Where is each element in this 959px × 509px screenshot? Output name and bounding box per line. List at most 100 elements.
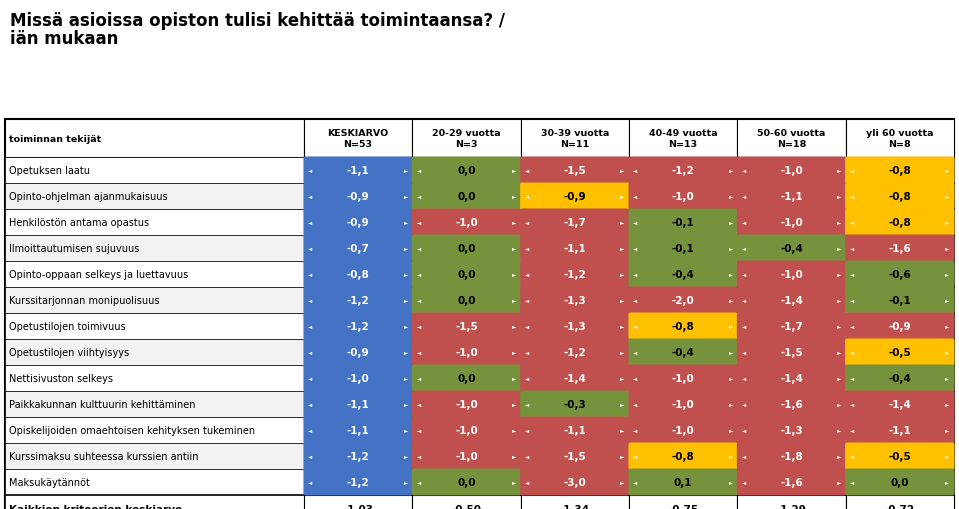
Bar [304, 262, 412, 288]
FancyBboxPatch shape [411, 157, 521, 184]
Bar [412, 210, 521, 236]
Text: ◄: ◄ [416, 454, 421, 459]
Text: -1,0: -1,0 [456, 217, 478, 228]
Text: -1,03: -1,03 [343, 504, 373, 509]
Text: ►: ► [404, 376, 408, 381]
Text: -0,8: -0,8 [347, 269, 369, 279]
Bar [737, 262, 846, 288]
FancyBboxPatch shape [737, 339, 846, 366]
Text: ◄: ◄ [633, 168, 638, 173]
FancyBboxPatch shape [303, 313, 412, 340]
FancyBboxPatch shape [520, 365, 629, 392]
FancyBboxPatch shape [303, 339, 412, 366]
Bar [629, 391, 737, 417]
Text: ◄: ◄ [741, 272, 746, 277]
Text: -1,6: -1,6 [888, 243, 911, 253]
Text: yli 60 vuotta
N=8: yli 60 vuotta N=8 [866, 129, 933, 149]
Text: ►: ► [837, 350, 841, 355]
Text: -1,2: -1,2 [347, 451, 369, 461]
Bar [5, 288, 304, 314]
Bar [304, 210, 412, 236]
Text: -1,5: -1,5 [456, 321, 478, 331]
FancyBboxPatch shape [520, 443, 629, 470]
Bar [304, 391, 412, 417]
Bar [5, 391, 304, 417]
Text: -0,5: -0,5 [888, 347, 911, 357]
Text: ►: ► [404, 479, 408, 485]
Bar [737, 120, 846, 158]
FancyBboxPatch shape [303, 209, 412, 236]
Text: 0,0: 0,0 [457, 269, 476, 279]
Text: ◄: ◄ [308, 220, 313, 225]
Bar [304, 288, 412, 314]
Bar [521, 314, 629, 340]
Text: -1,0: -1,0 [347, 373, 369, 383]
Bar [412, 340, 521, 365]
Text: 30-39 vuotta
N=11: 30-39 vuotta N=11 [541, 129, 609, 149]
Text: -1,3: -1,3 [564, 321, 586, 331]
Bar [412, 158, 521, 184]
Bar [412, 417, 521, 443]
Bar [5, 495, 954, 509]
Text: ►: ► [837, 194, 841, 199]
Text: ◄: ◄ [741, 194, 746, 199]
FancyBboxPatch shape [628, 469, 737, 496]
Bar [304, 340, 412, 365]
Text: ◄: ◄ [741, 402, 746, 407]
Text: -1,7: -1,7 [563, 217, 586, 228]
Bar [737, 365, 846, 391]
FancyBboxPatch shape [628, 391, 737, 418]
Text: ►: ► [512, 220, 516, 225]
FancyBboxPatch shape [411, 261, 521, 288]
Text: ►: ► [729, 454, 733, 459]
Text: -1,1: -1,1 [780, 191, 803, 202]
Text: ►: ► [729, 402, 733, 407]
Text: ◄: ◄ [633, 324, 638, 329]
Text: ◄: ◄ [416, 272, 421, 277]
Text: ►: ► [512, 350, 516, 355]
Text: -1,0: -1,0 [671, 425, 694, 435]
Bar [737, 391, 846, 417]
Bar [5, 120, 304, 158]
Text: ◄: ◄ [308, 168, 313, 173]
Text: -1,5: -1,5 [564, 165, 586, 176]
Text: ►: ► [946, 479, 949, 485]
Text: ◄: ◄ [850, 272, 854, 277]
Text: ◄: ◄ [850, 298, 854, 303]
Text: Nettisivuston selkeys: Nettisivuston selkeys [9, 373, 113, 383]
FancyBboxPatch shape [520, 235, 629, 262]
FancyBboxPatch shape [845, 209, 954, 236]
Bar [412, 391, 521, 417]
FancyBboxPatch shape [845, 287, 954, 314]
Bar [846, 417, 954, 443]
Text: 0,0: 0,0 [457, 165, 476, 176]
FancyBboxPatch shape [520, 287, 629, 314]
Text: ►: ► [729, 246, 733, 251]
FancyBboxPatch shape [411, 183, 521, 210]
Bar [5, 184, 304, 210]
Text: Opetustilojen toimivuus: Opetustilojen toimivuus [9, 321, 126, 331]
Text: -1,4: -1,4 [780, 373, 803, 383]
Bar [737, 417, 846, 443]
Text: ►: ► [512, 194, 516, 199]
Text: -0,8: -0,8 [671, 451, 694, 461]
Text: ◄: ◄ [633, 220, 638, 225]
Text: iän mukaan: iän mukaan [10, 30, 118, 48]
Bar [5, 120, 954, 509]
Text: -0,9: -0,9 [889, 321, 911, 331]
Text: ►: ► [946, 376, 949, 381]
Bar [846, 340, 954, 365]
Text: Opetuksen laatu: Opetuksen laatu [9, 165, 90, 176]
Text: ◄: ◄ [525, 402, 529, 407]
Bar [629, 262, 737, 288]
Text: -1,1: -1,1 [347, 425, 369, 435]
Text: -1,0: -1,0 [456, 347, 478, 357]
Bar [412, 262, 521, 288]
Bar [304, 417, 412, 443]
FancyBboxPatch shape [845, 339, 954, 366]
Bar [846, 184, 954, 210]
Text: -1,3: -1,3 [780, 425, 803, 435]
Text: ►: ► [946, 272, 949, 277]
FancyBboxPatch shape [411, 469, 521, 496]
Text: ►: ► [946, 298, 949, 303]
